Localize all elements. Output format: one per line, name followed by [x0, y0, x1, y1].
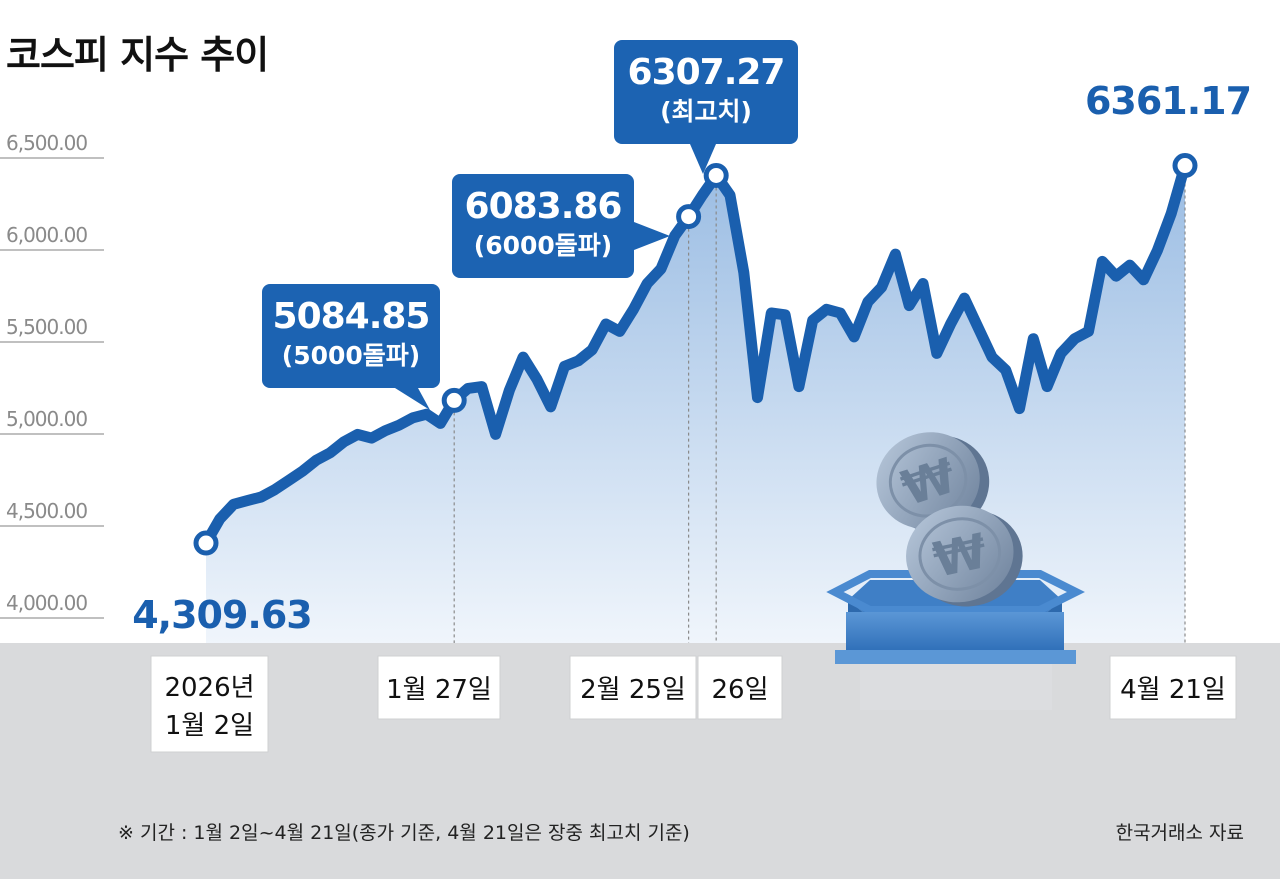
date-labels: 2026년 1월 2일 1월 27일 2월 25일 26일 4월 21일: [150, 655, 1237, 753]
callout-pointer: [634, 222, 670, 250]
data-point-marker: [703, 162, 729, 188]
svg-text:₩: ₩: [928, 523, 991, 589]
date-label: 1월 27일: [386, 675, 492, 705]
coin-icon: ₩: [906, 505, 1023, 607]
callout-pointer: [395, 388, 430, 410]
date-label-line2: 1월 2일: [165, 711, 254, 741]
source-note: 한국거래소 자료: [1115, 822, 1244, 844]
series-line: [200, 160, 1191, 549]
date-label: 4월 21일: [1120, 675, 1226, 705]
y-tick-label: 6,000.00: [6, 223, 87, 247]
date-label-box: [150, 655, 269, 753]
data-label: 4,309.63: [132, 593, 312, 637]
date-label: 26일: [711, 675, 768, 705]
chart-title: 코스피 지수 추이: [6, 33, 269, 77]
callout-box: [262, 284, 440, 388]
callouts: 4,309.63 6361.17 5084.85 (5000돌파) 6083.86 (60…: [132, 40, 1252, 637]
callout-note: (최고치): [660, 97, 752, 126]
callout-value: 5084.85: [273, 296, 430, 337]
callout-pointer: [690, 144, 716, 174]
callout-value: 6083.86: [465, 186, 622, 227]
coin-icon: ₩: [876, 432, 990, 533]
callout-box: [614, 40, 798, 144]
data-markers: [193, 153, 1198, 556]
date-label-box: [1109, 655, 1237, 720]
y-tick-label: 6,500.00: [6, 131, 87, 155]
y-tick-label: 5,500.00: [6, 315, 87, 339]
callout-note: (5000돌파): [282, 341, 420, 370]
y-tick-label: 4,500.00: [6, 499, 87, 523]
data-point-marker: [676, 204, 702, 230]
date-label-box: [377, 655, 501, 720]
data-point-marker: [441, 387, 467, 413]
data-label: 6361.17: [1085, 79, 1251, 123]
date-label-box: [697, 655, 783, 720]
callout-value: 6307.27: [628, 52, 785, 93]
date-guide-lines: [453, 177, 1186, 643]
date-label: 2월 25일: [580, 675, 686, 705]
callout-note: (6000돌파): [474, 231, 612, 260]
data-point-marker: [193, 530, 219, 556]
y-tick-labels: 6,500.00 6,000.00 5,500.00 5,000.00 4,500.00…: [6, 131, 88, 615]
date-label-line1: 2026년: [164, 673, 254, 703]
y-gridlines: [0, 157, 104, 619]
y-tick-label: 5,000.00: [6, 407, 87, 431]
data-point-marker: [1172, 153, 1198, 179]
date-label-box: [569, 655, 697, 720]
y-tick-label: 4,000.00: [6, 591, 87, 615]
callout-box: [452, 174, 634, 278]
footnote: ※ 기간 : 1월 2일~4월 21일(종가 기준, 4월 21일은 장중 최고…: [118, 822, 690, 844]
coin-box-illustration: ₩ ₩: [826, 432, 1085, 710]
